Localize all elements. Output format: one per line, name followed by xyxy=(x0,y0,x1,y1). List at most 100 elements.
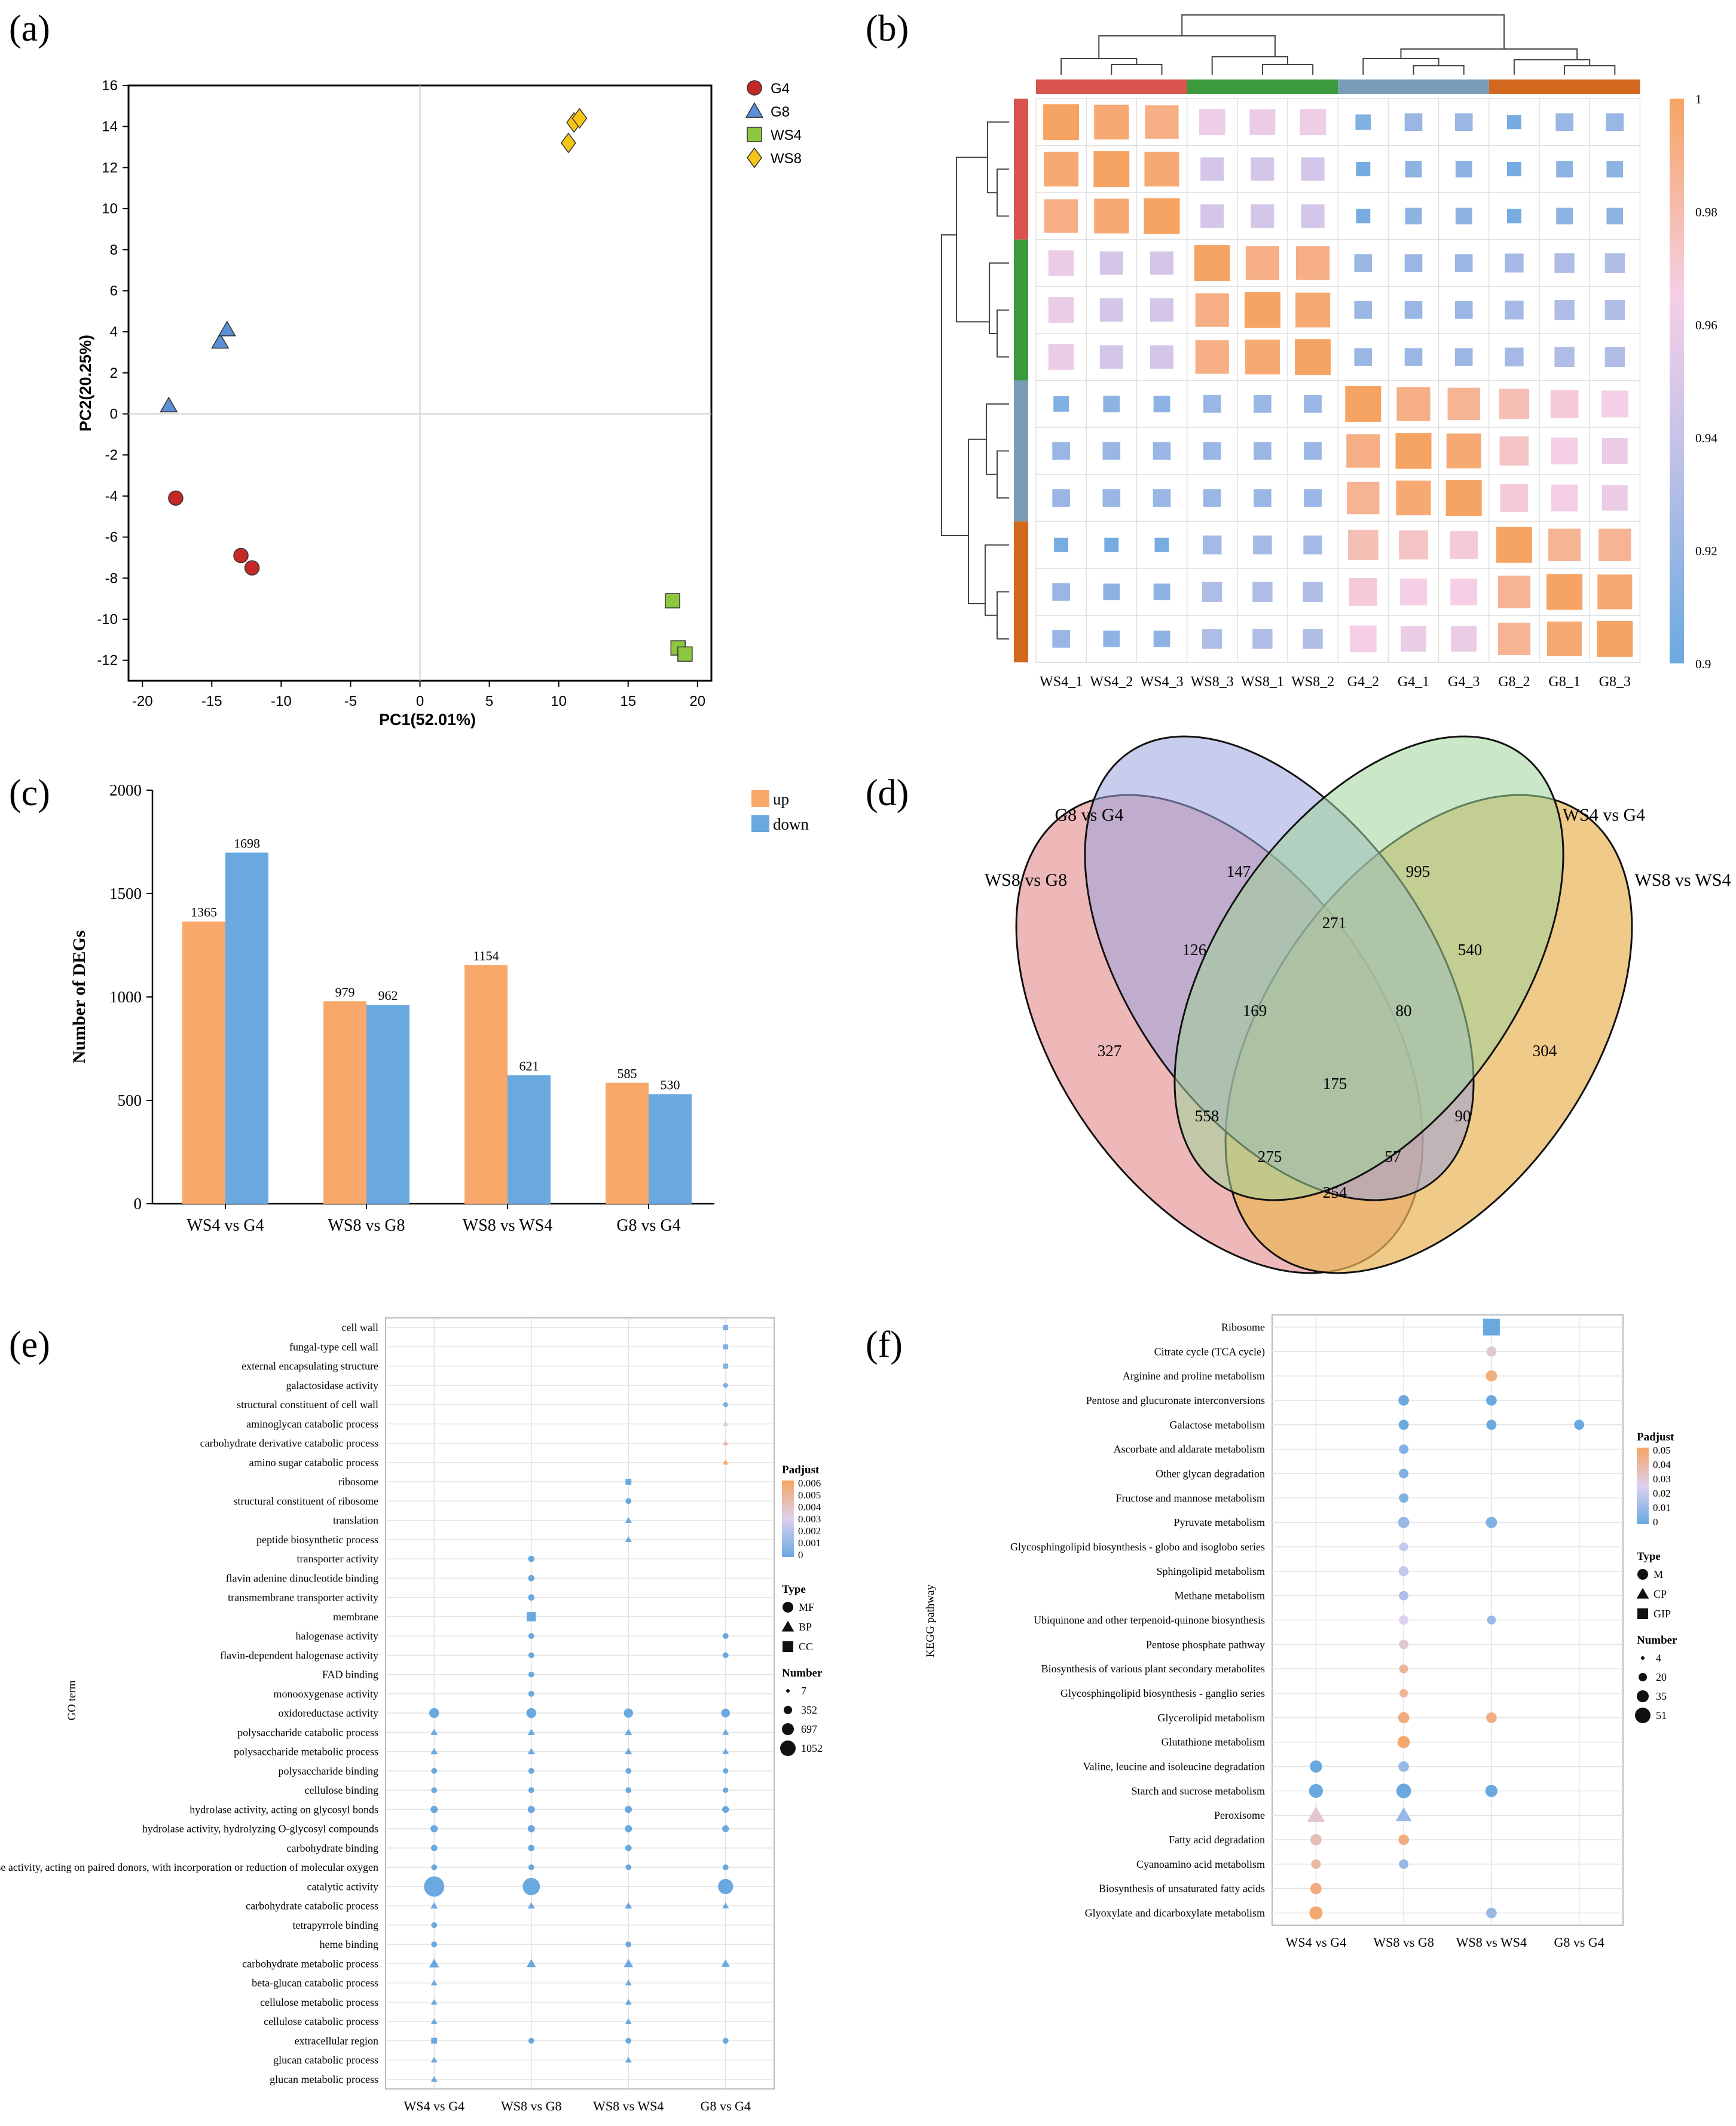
bubble-point xyxy=(1311,1859,1321,1869)
heatmap-cell xyxy=(1150,298,1174,322)
heatmap-cell xyxy=(1043,104,1080,140)
heatmap-cell xyxy=(1497,622,1531,656)
bubble-term-label: Galactose metabolism xyxy=(1170,1419,1265,1431)
bubble-point xyxy=(431,1767,438,1774)
pca-y-tick-label: 0 xyxy=(110,406,118,423)
bubble-point xyxy=(1397,1736,1410,1748)
pca-x-tick-label: 5 xyxy=(485,693,493,709)
pca-point-g4 xyxy=(244,560,260,576)
venn-count-ws8g8-ws8ws4: 254 xyxy=(1323,1183,1347,1201)
bubble-point xyxy=(430,1999,438,2005)
bubble-term-label: Pentose phosphate pathway xyxy=(1146,1638,1265,1650)
padjust-tick-label: 0.02 xyxy=(1653,1488,1671,1499)
heatmap-cell xyxy=(1245,246,1279,280)
heatmap-cell xyxy=(1496,527,1532,563)
heatmap-cell xyxy=(1348,530,1379,560)
pca-x-tick-label: 20 xyxy=(689,693,705,709)
bubble-point xyxy=(430,2076,438,2082)
bar-down-g8-vs-g4 xyxy=(649,1094,692,1204)
bubble-column-label: WS8 vs G8 xyxy=(501,2099,561,2113)
pca-y-tick-label: 10 xyxy=(102,201,118,217)
heatmap-cell xyxy=(1445,480,1482,516)
heatmap-cell xyxy=(1104,537,1119,552)
bubble-point xyxy=(625,1999,632,2005)
dendrogram-branch xyxy=(1400,48,1578,60)
dendrogram-branch xyxy=(968,438,986,604)
heatmap-cell xyxy=(1199,109,1225,136)
legend-title-type: Type xyxy=(1637,1550,1661,1563)
bubble-point xyxy=(625,2057,632,2063)
bubble-point xyxy=(1486,1420,1497,1430)
bubble-point xyxy=(723,1787,729,1793)
heatmap-cell xyxy=(1597,620,1633,657)
colorbar-tick-label: 0.98 xyxy=(1695,205,1717,219)
bubble-point xyxy=(1398,1712,1410,1724)
heatmap-cell xyxy=(1202,535,1222,555)
bubble-term-label: carbohydrate derivative catabolic proces… xyxy=(200,1437,378,1449)
heatmap-cell xyxy=(1103,583,1120,601)
bubble-point xyxy=(1399,1639,1409,1650)
column-dendrogram xyxy=(1060,14,1616,75)
bubble-term-label: transmembrane transporter activity xyxy=(228,1592,378,1604)
heatmap-cell xyxy=(1446,433,1481,469)
heatmap-cell xyxy=(1301,157,1325,181)
dendrogram-branch xyxy=(956,157,989,323)
type-legend-marker-cp xyxy=(1636,1587,1649,1599)
heatmap-column-label: G4_2 xyxy=(1347,674,1379,690)
heatmap-column-label: WS4_2 xyxy=(1090,674,1133,690)
heatmap-cell xyxy=(1303,535,1322,555)
pca-x-tick-label: 10 xyxy=(551,693,567,709)
number-legend-label: 51 xyxy=(1656,1709,1667,1721)
type-legend-marker-gip xyxy=(1637,1608,1648,1619)
heatmap-cell xyxy=(1455,161,1472,178)
bubble-term-label: transporter activity xyxy=(297,1553,378,1565)
pca-y-axis-label: PC2(20.25%) xyxy=(77,335,94,432)
bubble-point xyxy=(528,1633,534,1639)
pca-point-g4 xyxy=(168,490,184,506)
bubble-point xyxy=(1310,1760,1322,1773)
pca-legend-label-ws8: WS8 xyxy=(771,151,802,167)
heatmap-cell xyxy=(1497,576,1531,608)
venn-set-ws4-vs-g4 xyxy=(1173,735,1564,1201)
bubble-point xyxy=(1486,1712,1497,1723)
heatmap-cell xyxy=(1349,577,1377,606)
bubble-point xyxy=(1398,1516,1410,1528)
bubble-term-label: structural constituent of ribosome xyxy=(234,1495,378,1507)
bubble-term-label: Peroxisome xyxy=(1214,1809,1265,1821)
heatmap-cell xyxy=(1048,344,1074,370)
heatmap-cell xyxy=(1554,347,1575,367)
bubble-term-label: glucan catabolic process xyxy=(273,2054,378,2066)
heatmap-cell xyxy=(1396,387,1431,421)
bubble-point xyxy=(1485,1785,1498,1797)
heatmap-cell xyxy=(1604,300,1625,320)
bubble-point xyxy=(1310,1834,1322,1846)
pca-y-tick-label: 2 xyxy=(110,365,118,381)
bubble-point xyxy=(625,1479,632,1485)
bar-x-tick-label: WS8 vs G8 xyxy=(328,1216,405,1235)
kegg-legend: Padjust 0.05 0.04 0.03 0.02 0.01 0 Type M CP GIP Nu… xyxy=(1635,1431,1677,1723)
pca-y-tick-label: -12 xyxy=(97,653,118,669)
bubble-term-label: Citrate cycle (TCA cycle) xyxy=(1154,1345,1265,1358)
heatmap-cell xyxy=(1345,386,1382,422)
heatmap-cell xyxy=(1048,297,1074,323)
bubble-point xyxy=(528,1575,535,1582)
bubble-point xyxy=(527,1902,535,1909)
heatmap-cell xyxy=(1194,245,1230,282)
number-legend-label: 20 xyxy=(1656,1671,1667,1683)
bubble-term-label: structural constituent of cell wall xyxy=(237,1399,378,1411)
pca-plot: -20 -15 -10 -5 0 5 10 15 20-12-10-8-6-4-20246810… xyxy=(77,78,802,729)
heatmap-column-label: G4_1 xyxy=(1398,674,1429,690)
pca-x-tick-label: -5 xyxy=(344,693,357,709)
number-legend-label: 352 xyxy=(801,1704,817,1716)
heatmap-cell xyxy=(1556,161,1573,178)
number-legend-marker xyxy=(782,1723,794,1735)
heatmap-cell xyxy=(1052,442,1070,460)
bar-y-tick-label: 1000 xyxy=(109,988,142,1006)
bubble-point xyxy=(722,1652,729,1659)
heatmap-cell xyxy=(1200,204,1224,228)
colorbar-tick-label: 0.94 xyxy=(1695,431,1717,445)
bar-y-tick-label: 2000 xyxy=(109,781,142,799)
bubble-point xyxy=(1396,1784,1411,1798)
heatmap-cell xyxy=(1599,528,1631,561)
panel-label-e: (e) xyxy=(9,1324,50,1365)
